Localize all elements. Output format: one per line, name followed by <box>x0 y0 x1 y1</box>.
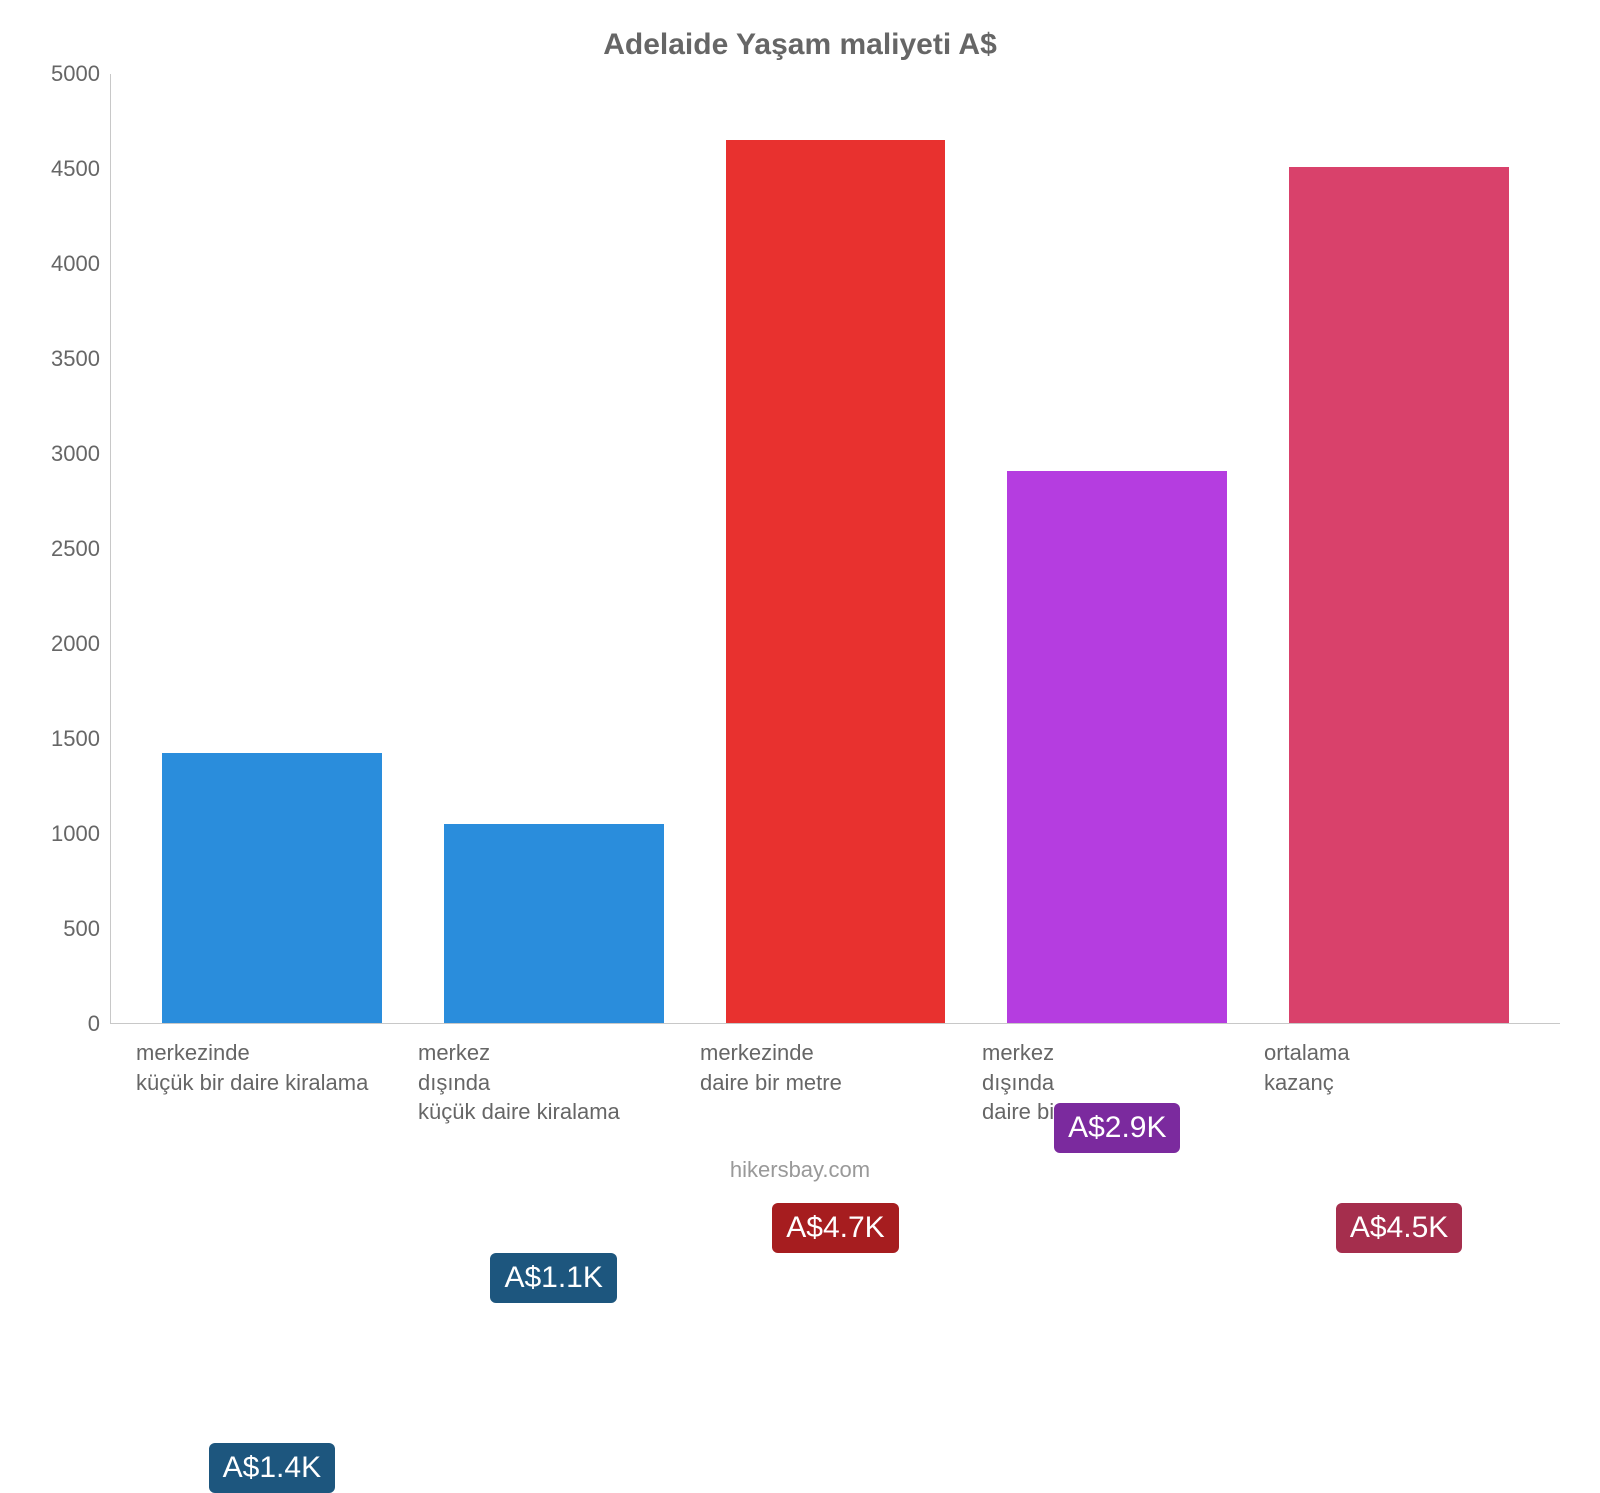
y-tick: 2500 <box>51 536 100 562</box>
x-axis: merkezinde küçük bir daire kiralamamerke… <box>110 1024 1560 1127</box>
plot-row: 0500100015002000250030003500400045005000… <box>40 74 1560 1024</box>
chart-title: Adelaide Yaşam maliyeti A$ <box>40 28 1560 62</box>
y-tick: 4500 <box>51 156 100 182</box>
y-tick: 3000 <box>51 441 100 467</box>
bar: A$4.5K <box>1289 167 1509 1023</box>
bar: A$1.4K <box>162 753 382 1023</box>
bar-slot: A$1.1K <box>413 74 695 1023</box>
plot-area: A$1.4K A$1.1K A$4.7K A$2.9K A$4.5K <box>110 74 1560 1024</box>
bar-slot: A$2.9K <box>976 74 1258 1023</box>
y-tick: 2000 <box>51 631 100 657</box>
x-tick-label: merkezinde küçük bir daire kiralama <box>130 1024 412 1127</box>
bar-value-label: A$2.9K <box>1054 1103 1180 1153</box>
bar-slot: A$4.7K <box>695 74 977 1023</box>
chart-container: Adelaide Yaşam maliyeti A$ 0 500 1000 1500 2… <box>0 0 1600 1200</box>
y-tick: 5000 <box>51 61 100 87</box>
bar-slot: A$4.5K <box>1258 74 1540 1023</box>
bar-slot: A$1.4K <box>131 74 413 1023</box>
attribution-text: hikersbay.com <box>40 1157 1560 1183</box>
y-tick: 3500 <box>51 346 100 372</box>
y-tick: 1000 <box>51 821 100 847</box>
bar: A$2.9K <box>1007 471 1227 1023</box>
bar-value-label: A$4.7K <box>772 1203 898 1253</box>
y-tick: 0 <box>88 1011 100 1037</box>
y-axis: 0500100015002000250030003500400045005000 <box>40 74 110 1024</box>
bar-value-label: A$4.5K <box>1336 1203 1462 1253</box>
y-tick: 4000 <box>51 251 100 277</box>
bar: A$4.7K <box>726 140 946 1023</box>
y-tick: 1500 <box>51 726 100 752</box>
x-tick-label: merkez dışında küçük daire kiralama <box>412 1024 694 1127</box>
bar: A$1.1K <box>444 824 664 1023</box>
y-tick: 500 <box>63 916 100 942</box>
bar-value-label: A$1.1K <box>490 1253 616 1303</box>
x-tick-label: ortalama kazanç <box>1258 1024 1540 1127</box>
x-tick-label: merkezinde daire bir metre <box>694 1024 976 1127</box>
bar-value-label: A$1.4K <box>209 1443 335 1493</box>
